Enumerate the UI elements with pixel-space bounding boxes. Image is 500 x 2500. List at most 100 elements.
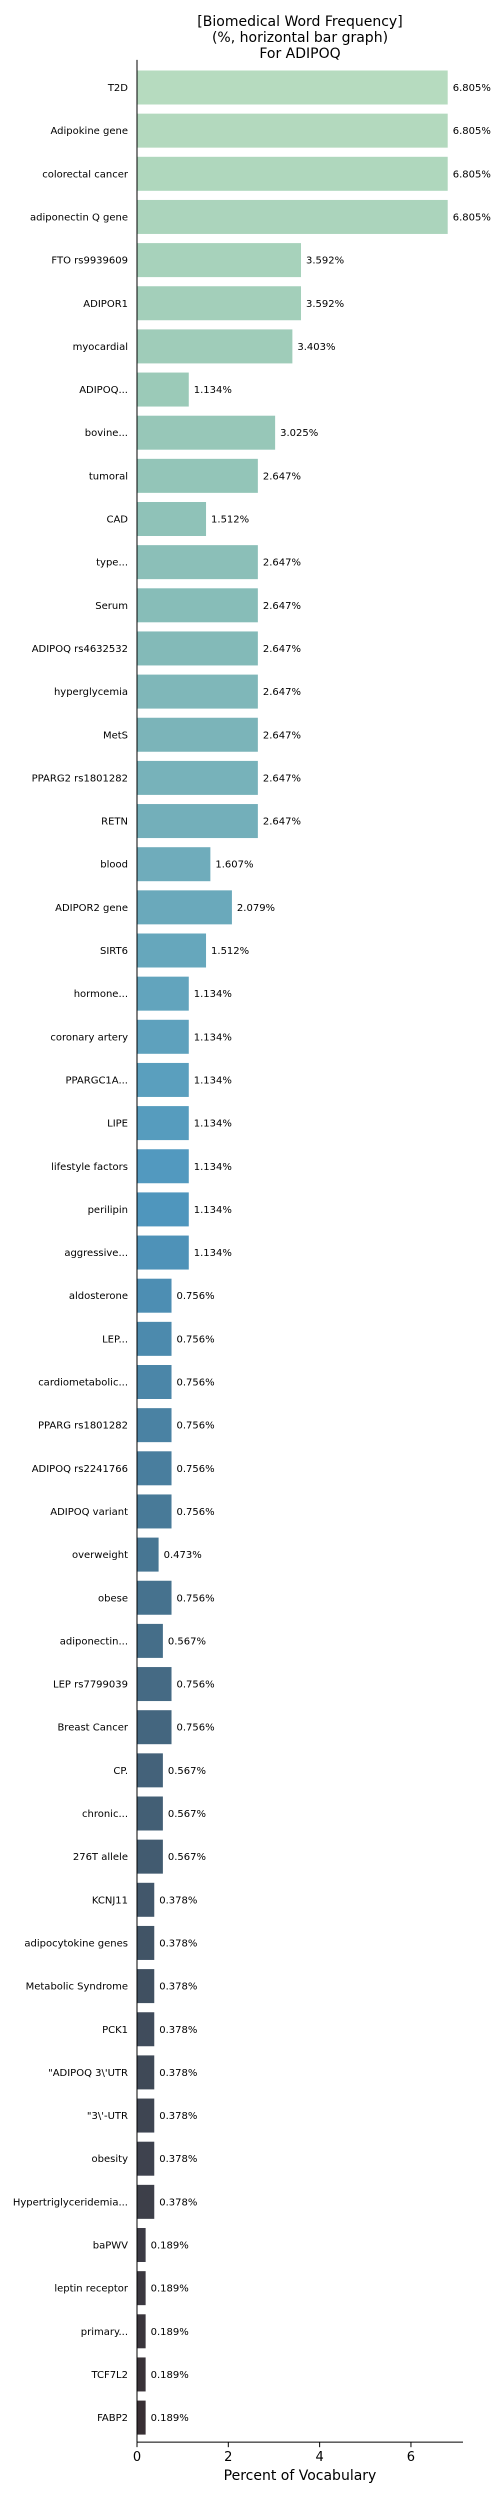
bar-32[interactable] — [137, 1408, 172, 1443]
bar-28[interactable] — [137, 1235, 189, 1270]
bar-27[interactable] — [137, 1192, 189, 1227]
bar-34[interactable] — [137, 1494, 172, 1529]
bar-25[interactable] — [137, 1106, 189, 1141]
bar-13[interactable] — [137, 588, 258, 623]
bar-53[interactable] — [137, 2314, 146, 2349]
value-label-52: 0.189% — [151, 2284, 189, 2295]
bar-39[interactable] — [137, 1710, 172, 1745]
value-label-47: 0.378% — [159, 2068, 197, 2079]
bar-10[interactable] — [137, 458, 258, 493]
category-label-12: type... — [96, 558, 128, 569]
category-label-11: CAD — [106, 515, 128, 526]
category-label-55: FABP2 — [97, 2413, 128, 2424]
bar-8[interactable] — [137, 372, 189, 407]
bar-22[interactable] — [137, 976, 189, 1011]
bar-3[interactable] — [137, 156, 448, 191]
value-label-24: 1.134% — [194, 1075, 232, 1086]
value-label-33: 0.756% — [177, 1464, 215, 1475]
bar-43[interactable] — [137, 1882, 155, 1917]
bar-44[interactable] — [137, 1925, 155, 1960]
category-label-23: coronary artery — [50, 1032, 128, 1043]
bar-16[interactable] — [137, 717, 258, 752]
category-label-25: LIPE — [107, 1119, 128, 1130]
bar-4[interactable] — [137, 199, 448, 234]
bar-42[interactable] — [137, 1839, 163, 1874]
category-label-21: SIRT6 — [100, 946, 128, 957]
bar-12[interactable] — [137, 545, 258, 580]
value-label-11: 1.512% — [211, 515, 249, 526]
x-axis-label: Percent of Vocabulary — [224, 2468, 377, 2484]
bar-50[interactable] — [137, 2184, 155, 2219]
category-label-29: aldosterone — [69, 1291, 128, 1302]
category-label-38: LEP rs7799039 — [53, 1680, 128, 1691]
value-label-4: 6.805% — [453, 212, 491, 223]
value-label-9: 3.025% — [280, 428, 318, 439]
category-label-46: PCK1 — [102, 2025, 128, 2036]
bar-37[interactable] — [137, 1623, 163, 1658]
bar-40[interactable] — [137, 1753, 163, 1788]
bar-2[interactable] — [137, 113, 448, 148]
category-label-42: 276T allele — [73, 1852, 128, 1863]
bar-49[interactable] — [137, 2141, 155, 2176]
bar-51[interactable] — [137, 2228, 146, 2262]
bar-7[interactable] — [137, 329, 293, 364]
bar-31[interactable] — [137, 1365, 172, 1399]
x-tick-label-2: 2 — [224, 2450, 232, 2465]
bar-47[interactable] — [137, 2055, 155, 2090]
bar-29[interactable] — [137, 1278, 172, 1313]
bar-20[interactable] — [137, 890, 232, 925]
category-label-36: obese — [98, 1593, 128, 1604]
bar-41[interactable] — [137, 1796, 163, 1831]
bar-6[interactable] — [137, 286, 302, 321]
category-label-16: MetS — [103, 730, 128, 741]
bar-38[interactable] — [137, 1667, 172, 1702]
category-label-32: PPARG rs1801282 — [38, 1421, 128, 1432]
bar-54[interactable] — [137, 2357, 146, 2392]
bar-17[interactable] — [137, 760, 258, 795]
value-label-38: 0.756% — [177, 1680, 215, 1691]
value-label-16: 2.647% — [263, 730, 301, 741]
category-label-19: blood — [100, 860, 128, 871]
bar-55[interactable] — [137, 2400, 146, 2435]
value-label-49: 0.378% — [159, 2154, 197, 2165]
bar-24[interactable] — [137, 1062, 189, 1097]
category-label-39: Breast Cancer — [57, 1723, 128, 1734]
bar-30[interactable] — [137, 1321, 172, 1356]
value-label-39: 0.756% — [177, 1723, 215, 1734]
bar-19[interactable] — [137, 847, 211, 882]
bar-15[interactable] — [137, 674, 258, 709]
bar-48[interactable] — [137, 2098, 155, 2133]
bar-45[interactable] — [137, 1969, 155, 2004]
value-label-6: 3.592% — [306, 299, 344, 310]
value-label-28: 1.134% — [194, 1248, 232, 1259]
value-label-20: 2.079% — [237, 903, 275, 914]
bar-36[interactable] — [137, 1580, 172, 1615]
bar-46[interactable] — [137, 2012, 155, 2047]
bar-33[interactable] — [137, 1451, 172, 1486]
category-label-49: obesity — [92, 2154, 129, 2165]
category-label-43: KCNJ11 — [92, 1895, 128, 1906]
value-label-29: 0.756% — [177, 1291, 215, 1302]
bar-18[interactable] — [137, 804, 258, 839]
category-label-24: PPARGC1A... — [65, 1075, 128, 1086]
value-label-23: 1.134% — [194, 1032, 232, 1043]
bar-5[interactable] — [137, 243, 302, 278]
bar-23[interactable] — [137, 1019, 189, 1054]
bar-21[interactable] — [137, 933, 207, 968]
bar-35[interactable] — [137, 1537, 159, 1572]
category-label-51: baPWV — [93, 2241, 128, 2252]
category-label-31: cardiometabolic... — [38, 1378, 128, 1389]
value-label-5: 3.592% — [306, 256, 344, 267]
bar-1[interactable] — [137, 70, 448, 105]
bar-9[interactable] — [137, 415, 276, 450]
bar-52[interactable] — [137, 2271, 146, 2306]
value-label-26: 1.134% — [194, 1162, 232, 1173]
bar-11[interactable] — [137, 502, 207, 536]
category-label-4: adiponectin Q gene — [30, 212, 128, 223]
bar-14[interactable] — [137, 631, 258, 666]
category-label-22: hormone... — [74, 989, 128, 1000]
value-label-13: 2.647% — [263, 601, 301, 612]
category-label-52: leptin receptor — [54, 2284, 129, 2295]
bar-26[interactable] — [137, 1149, 189, 1184]
category-label-9: bovine... — [85, 428, 128, 439]
